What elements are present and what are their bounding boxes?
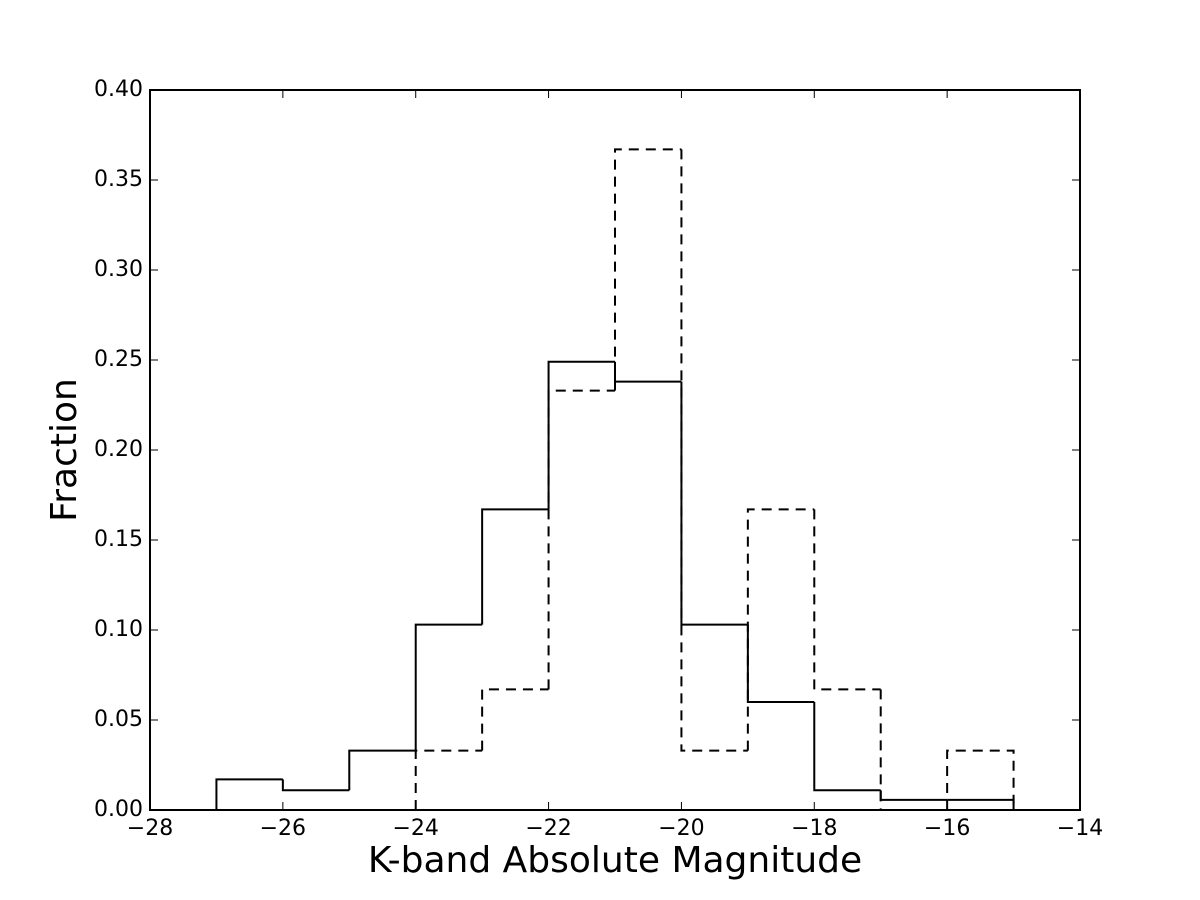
histogram-step	[414, 749, 483, 810]
y-tick-label: 0.15	[94, 527, 143, 552]
histogram-step	[746, 508, 815, 751]
y-tick-label: 0.20	[94, 437, 143, 462]
plot-frame	[149, 89, 1081, 811]
histogram-step	[348, 749, 416, 791]
y-tick-label: 0.40	[94, 77, 143, 102]
y-axis-label: Fraction	[44, 378, 85, 522]
x-axis-label: K-band Absolute Magnitude	[368, 840, 862, 881]
histogram-step	[614, 148, 682, 391]
x-tick-label: −20	[658, 816, 704, 841]
x-tick-label: −14	[1057, 816, 1103, 841]
histogram-step	[414, 623, 483, 751]
x-tick-label: −24	[392, 816, 438, 841]
y-tick-label: 0.25	[94, 347, 143, 372]
histogram-step	[614, 361, 682, 383]
histogram-step	[813, 509, 881, 691]
y-tick-label: 0.10	[94, 617, 143, 642]
x-tick-label: −26	[260, 816, 306, 841]
histogram-step	[879, 689, 948, 811]
histogram-step	[547, 389, 615, 690]
x-tick-label: −22	[525, 816, 571, 841]
y-tick-label: 0.05	[94, 707, 143, 732]
histogram-step	[947, 798, 1015, 810]
histogram-step	[680, 149, 748, 752]
x-tick-label: −28	[127, 816, 173, 841]
histogram-step	[813, 702, 881, 792]
histogram-step	[946, 749, 1015, 810]
x-tick-label: −18	[791, 816, 837, 841]
histogram-step	[281, 779, 350, 792]
x-tick-label: −16	[924, 816, 970, 841]
histogram-step	[879, 790, 948, 801]
histogram-step	[481, 508, 549, 625]
histogram-step	[547, 360, 615, 510]
histogram-step	[680, 381, 748, 626]
y-tick-label: 0.35	[94, 167, 143, 192]
histogram-step	[746, 624, 815, 703]
y-tick-label: 0.00	[94, 797, 143, 822]
histogram-step	[215, 778, 283, 810]
y-tick-label: 0.30	[94, 257, 143, 282]
histogram-step	[481, 688, 549, 751]
